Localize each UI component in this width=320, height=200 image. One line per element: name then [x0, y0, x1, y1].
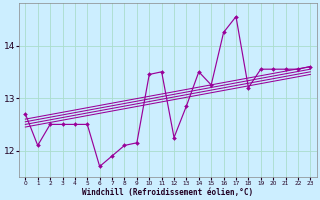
- X-axis label: Windchill (Refroidissement éolien,°C): Windchill (Refroidissement éolien,°C): [82, 188, 253, 197]
